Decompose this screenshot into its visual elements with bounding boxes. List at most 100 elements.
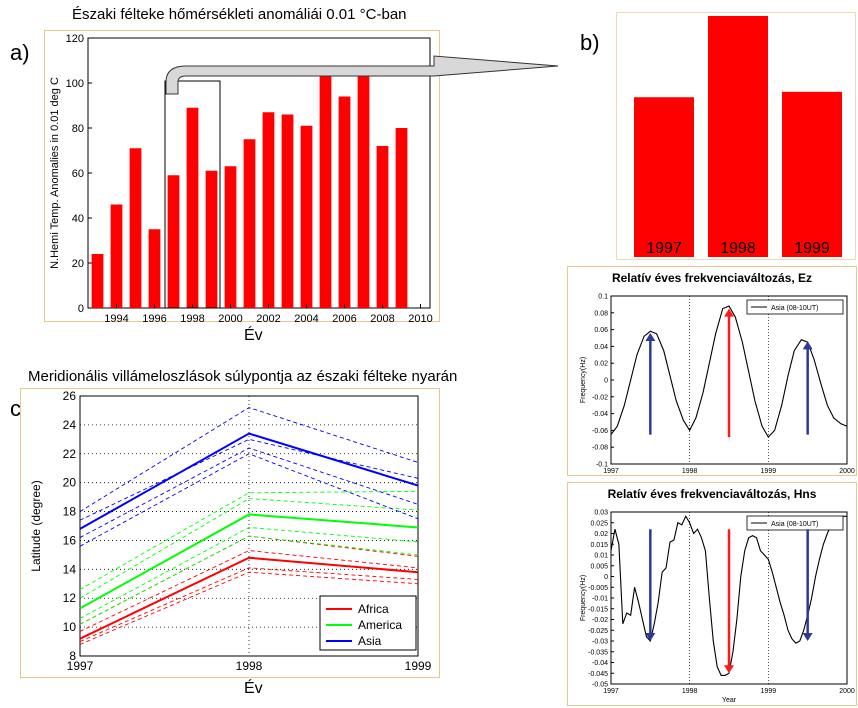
callout-arrow: [165, 55, 559, 95]
chart-e-xlabel: Year: [722, 697, 737, 704]
chart-c-ytick-label: 18: [63, 505, 77, 519]
chart-d-legend: [746, 299, 844, 315]
chart-c-legend-label: Asia: [358, 634, 382, 648]
chart-e-ytick-label: -0.03: [592, 639, 608, 646]
chart-a-xtick-label: 2000: [218, 313, 242, 322]
chart-d-ytick-label: -0.02: [592, 394, 608, 401]
chart-a-xtick-label: 1998: [180, 313, 204, 322]
chart-d-arrow-head: [802, 341, 813, 350]
chart-d-xtick-label: 2000: [839, 468, 855, 475]
chart-a-bar: [300, 125, 313, 308]
chart-a-ytick-label: 0: [78, 303, 84, 315]
chart-a-ytick-label: 60: [72, 168, 84, 180]
chart-c-ylabel: Latitude (degree): [29, 480, 43, 571]
chart-e-arrow-head: [645, 633, 656, 641]
chart-c-legend-label: America: [358, 618, 402, 632]
chart-c-xcaption: Év: [244, 680, 263, 697]
chart-a-ytick-label: 100: [66, 78, 84, 90]
chart-e-title: Relatív éves frekvenciaváltozás, Hns: [608, 487, 817, 501]
chart-c-dashed-series: [79, 498, 419, 599]
chart-a-ytick-label: 120: [66, 33, 84, 45]
chart-d-ytick-label: -0.04: [592, 411, 608, 418]
chart-a-bar: [91, 254, 104, 308]
chart-c-dashed-series: [79, 535, 419, 625]
chart-a-bar: [243, 139, 256, 308]
chart-e-legend-label: Asia (08-10UT): [771, 521, 818, 528]
chart-c-dashed-series: [79, 571, 419, 645]
chart-a-highlight-box: [164, 80, 221, 309]
chart-a-ytick-label: 40: [72, 213, 84, 225]
chart-a-xtick-label: 1996: [142, 313, 166, 322]
chart-a-bar: [186, 107, 199, 308]
chart-a-bar: [338, 96, 351, 308]
chart-d: Relatív éves frekvenciaváltozás, Ez -0.1 -…: [567, 266, 857, 476]
chart-c-xtick-label: 1997: [67, 659, 94, 673]
chart-a-bar: [110, 204, 123, 308]
chart-e-ytick-label: -0.04: [592, 660, 608, 667]
chart-a-bar: [167, 175, 180, 308]
chart-e-ytick-label: -0.05: [592, 682, 608, 689]
panel-label-b: b): [580, 30, 600, 55]
chart-c-ytick-label: 16: [63, 533, 77, 547]
chart-e-ytick-label: -0.01: [592, 596, 608, 603]
chart-a-bar: [281, 114, 294, 308]
chart-e-ytick-label: 0.03: [594, 510, 608, 517]
chart-a-axes: [87, 37, 431, 309]
chart-c-dashed-series: [79, 438, 419, 521]
chart-d-ytick-label: 0.08: [594, 310, 608, 317]
chart-e-ytick-label: -0.045: [588, 671, 608, 678]
chart-d-ytick-label: 0.1: [598, 294, 608, 301]
chart-b-bar: [708, 16, 768, 257]
chart-d-xtick-label: 1999: [761, 468, 777, 475]
chart-a-ylabel: N.Hemi Temp. Anomalies in 0.01 deg C: [49, 77, 61, 269]
chart-c-ytick-label: 22: [63, 447, 77, 461]
chart-b-bar-label: 1997: [646, 240, 682, 257]
chart-e-ytick-label: 0.025: [590, 520, 608, 527]
chart-d-ytick-label: 0: [604, 378, 608, 385]
chart-c-legend: [319, 595, 417, 651]
chart-d-ytick-label: 0.02: [594, 361, 608, 368]
panel-label-a: a): [10, 40, 30, 65]
chart-d-legend-label: Asia (08-10UT): [771, 305, 818, 312]
chart-e-ytick-label: -0.035: [588, 649, 608, 656]
chart-e-xtick-label: 1997: [603, 688, 619, 695]
chart-a-xtick-label: 2008: [370, 313, 394, 322]
chart-c-ytick-label: 20: [63, 476, 77, 490]
chart-a-bar: [224, 166, 237, 308]
chart-e-ylabel: Frequency(Hz): [580, 575, 587, 621]
chart-c-dashed-series: [79, 407, 419, 512]
chart-a-bar: [395, 128, 408, 308]
chart-c-ytick-label: 24: [63, 418, 77, 432]
chart-c: 8 10 12 14 16 18 20 22 24 26 1997 1998 1999 Latitude …: [20, 388, 440, 678]
chart-a-bar: [129, 148, 142, 308]
chart-a-bar: [319, 76, 332, 308]
chart-b: 1997 1998 1999: [616, 12, 856, 260]
chart-e-ytick-label: -0.02: [592, 617, 608, 624]
chart-e-ytick-label: 0.01: [594, 553, 608, 560]
chart-e-arrow-head: [724, 665, 734, 674]
chart-e-xtick-label: 1999: [761, 688, 777, 695]
chart-d-ytick-label: -0.06: [592, 428, 608, 435]
chart-a-ytick-label: 80: [72, 123, 84, 135]
chart-c-series-africa: [79, 556, 419, 640]
chart-c-dashed-series: [79, 490, 419, 590]
chart-e-xtick-label: 1998: [682, 688, 698, 695]
chart-c-dashed-series: [79, 453, 419, 547]
chart-c-series-america: [79, 513, 419, 610]
chart-d-ytick-label: 0.04: [594, 344, 608, 351]
chart-c-ytick-label: 12: [63, 591, 77, 605]
chart-d-ytick-label: -0.08: [592, 445, 608, 452]
chart-e-ytick-label: -0.005: [588, 585, 608, 592]
chart-a-bar: [376, 146, 389, 308]
chart-b-bar-label: 1999: [794, 240, 830, 257]
chart-e-ytick-label: 0.02: [594, 531, 608, 538]
chart-a-bar: [205, 170, 218, 308]
chart-a-bar: [148, 229, 161, 308]
chart-e-xtick-label: 2000: [839, 688, 855, 695]
chart-a-bar: [262, 112, 275, 308]
chart-a-ytick-label: 20: [72, 258, 84, 270]
chart-b-bar: [634, 97, 694, 257]
chart-d-ylabel: Frequency(Hz): [580, 357, 587, 403]
chart-d-ytick-label: -0.1: [596, 462, 608, 469]
chart-d-arrow-head: [724, 308, 734, 317]
